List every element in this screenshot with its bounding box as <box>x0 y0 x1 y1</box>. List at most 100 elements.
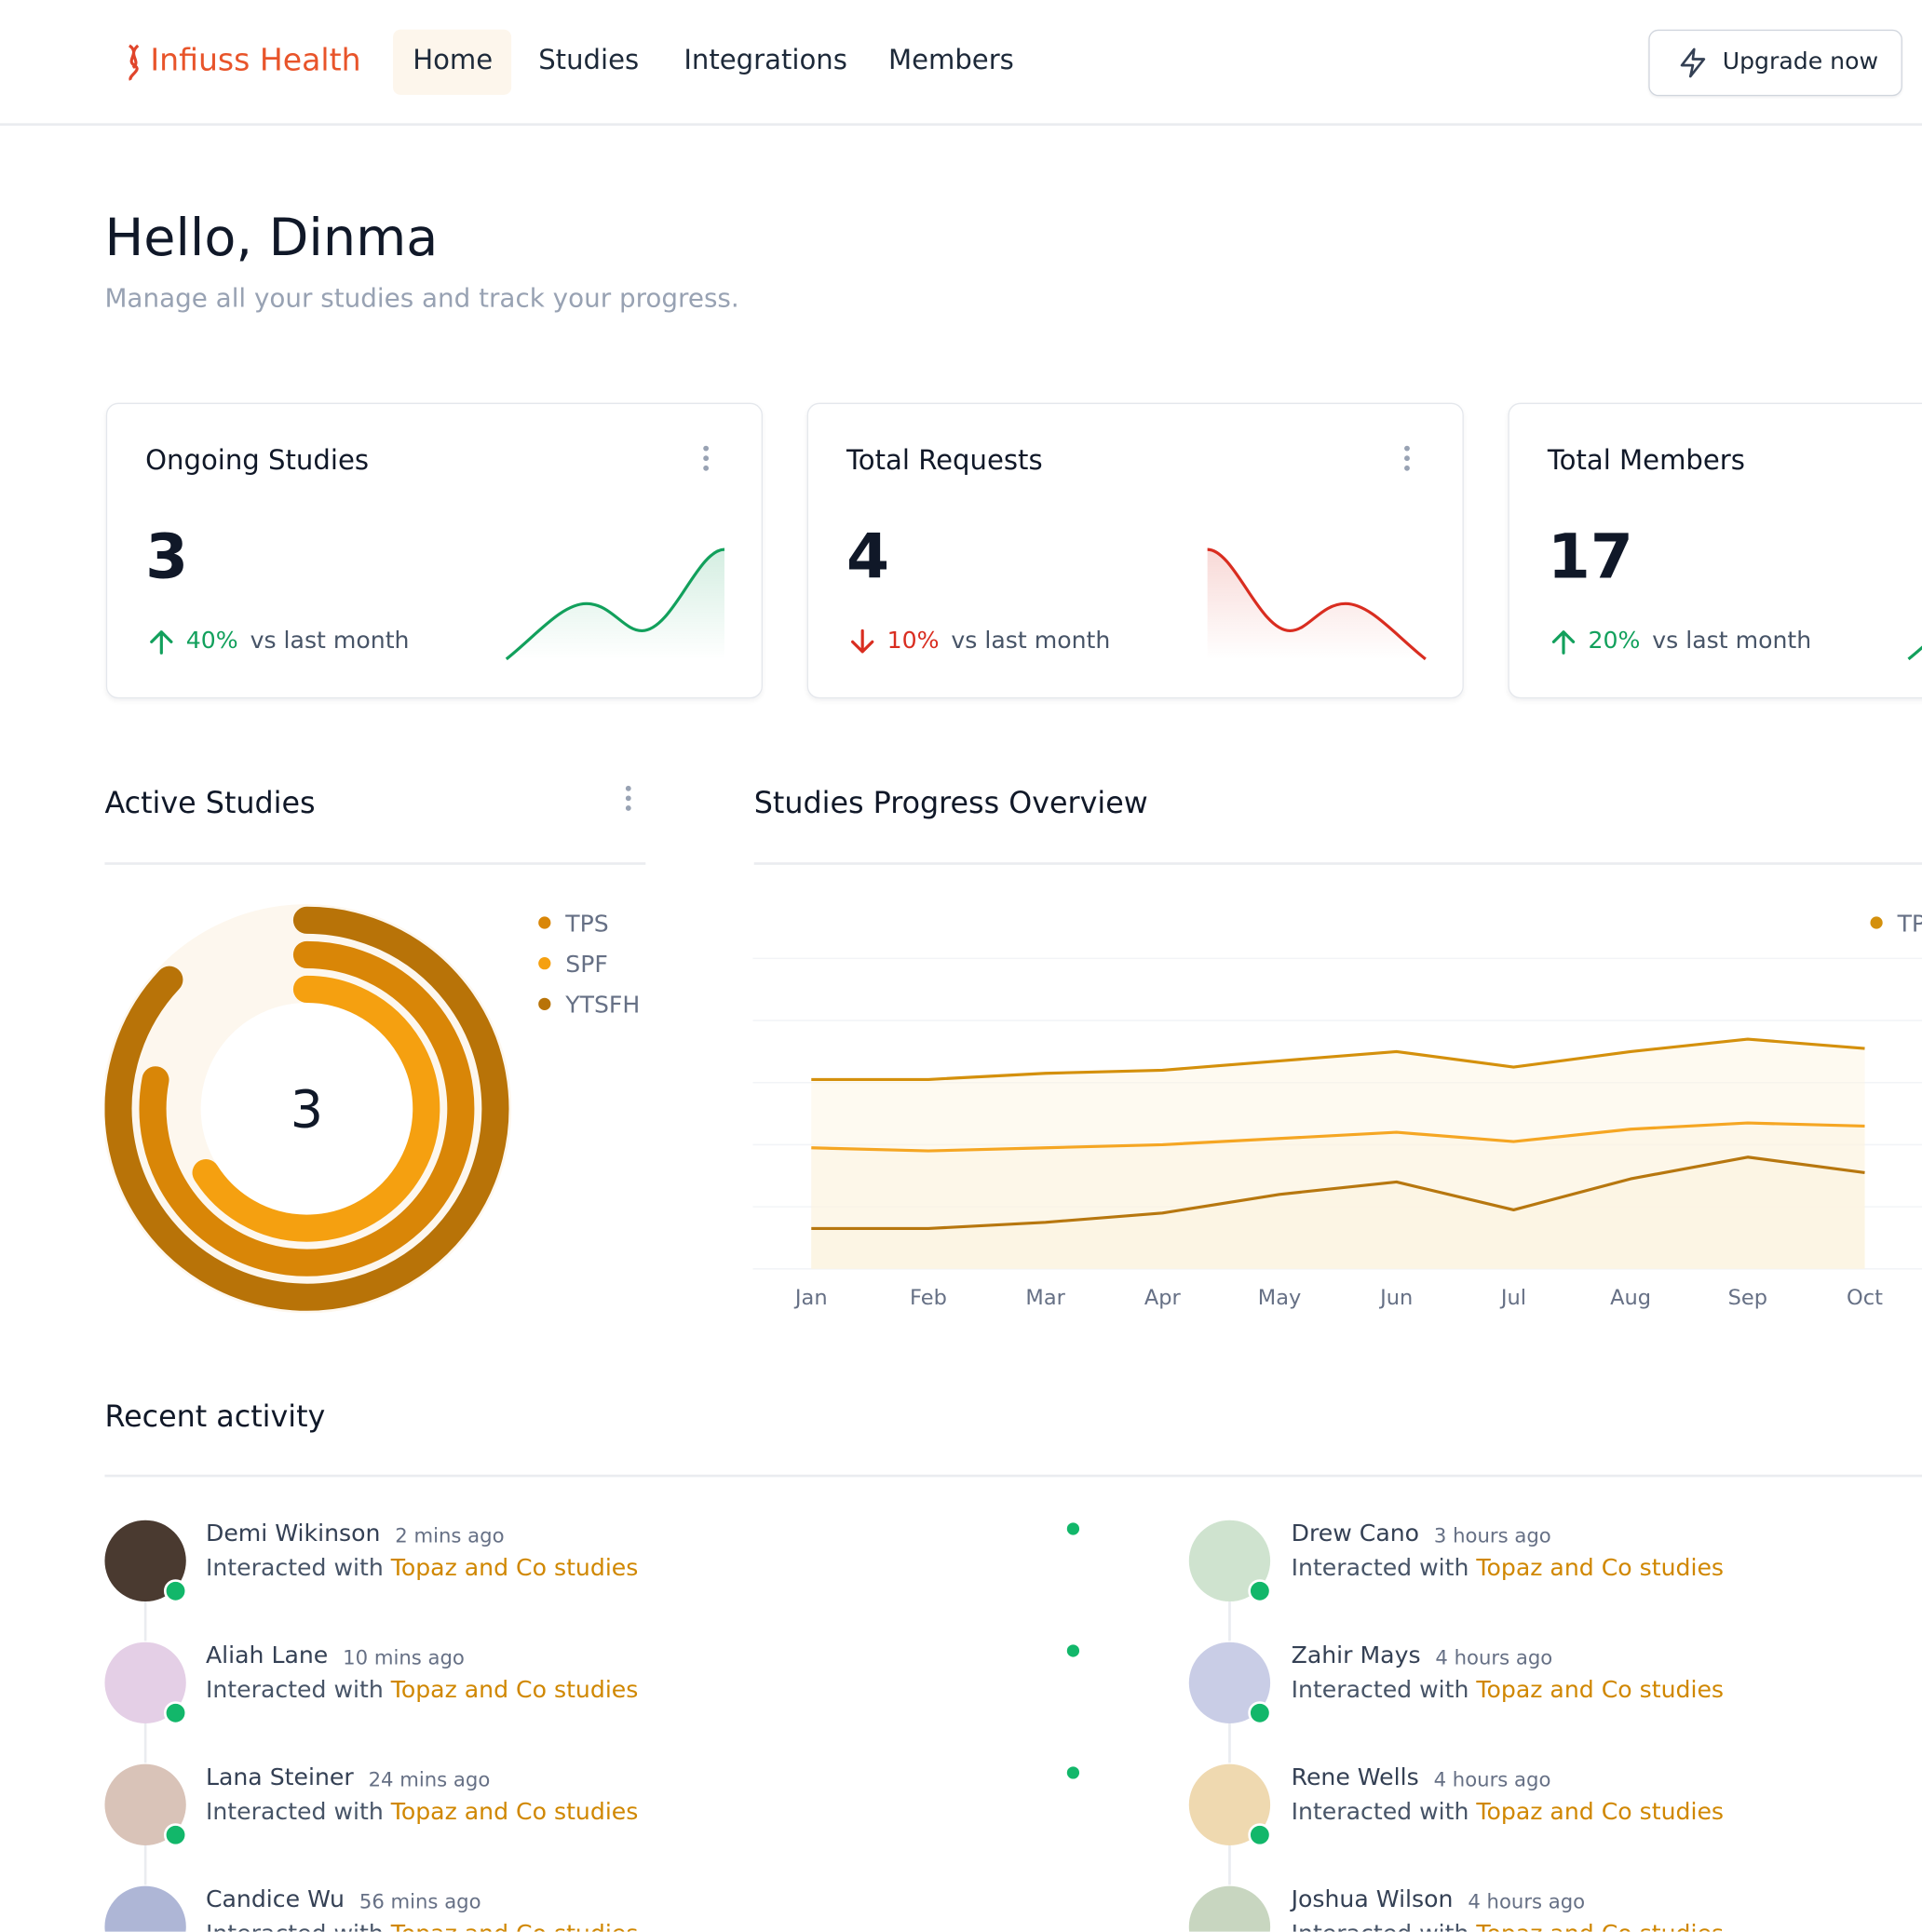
online-status <box>1248 1823 1272 1847</box>
legend-label: YTSFH <box>564 992 640 1019</box>
series-line <box>811 1155 1865 1231</box>
legend-dot <box>1870 916 1883 929</box>
nav-active-bg <box>393 29 512 95</box>
timeline-connector <box>143 1723 147 1763</box>
stat-card <box>806 402 1464 699</box>
menu-dot <box>703 465 710 471</box>
stat-note: vs last month <box>951 627 1111 655</box>
menu-dot <box>703 445 710 452</box>
menu-button[interactable] <box>697 443 715 475</box>
activity-name: Candice Wu <box>205 1885 345 1913</box>
menu-button[interactable] <box>1399 443 1416 475</box>
section-title: Recent activity <box>104 1399 326 1435</box>
nav-link[interactable]: Integrations <box>684 45 847 77</box>
logo: Infiuss Health <box>150 41 361 78</box>
nav-link[interactable]: Studies <box>538 45 640 77</box>
avatar <box>1188 1885 1271 1932</box>
activity-target[interactable]: Topaz and Co studies <box>1476 1798 1725 1826</box>
x-tick-label: Jun <box>1378 1286 1413 1310</box>
stat-value: 3 <box>145 520 189 593</box>
stat-title: Total Members <box>1547 445 1745 478</box>
stat-change: 40% <box>185 627 238 655</box>
activity-action: Interacted with <box>205 1676 384 1704</box>
activity-target[interactable]: Topaz and Co studies <box>390 1554 639 1582</box>
activity-target[interactable]: Topaz and Co studies <box>390 1676 639 1704</box>
activity-name: Demi Wikinson <box>205 1520 381 1547</box>
stat-change: 20% <box>1588 627 1641 655</box>
activity-target[interactable]: Topaz and Co studies <box>391 1921 639 1932</box>
activity-name: Aliah Lane <box>205 1642 329 1669</box>
timeline-connector <box>1228 1601 1231 1642</box>
x-tick-label: Mar <box>1025 1286 1065 1310</box>
stat-card <box>1508 402 1922 699</box>
activity-name: Lana Steiner <box>205 1763 354 1791</box>
timeline-connector <box>1228 1723 1231 1763</box>
activity-name: Joshua Wilson <box>1291 1885 1454 1913</box>
unread-dot <box>1066 1766 1080 1779</box>
page-title: Hello, Dinma <box>104 207 439 268</box>
legend-dot <box>538 997 551 1010</box>
sparkline <box>1207 547 1427 661</box>
timeline-connector <box>143 1845 147 1885</box>
activity-action: Interacted with <box>1291 1676 1469 1704</box>
online-status <box>1248 1701 1272 1725</box>
stat-note: vs last month <box>1652 627 1812 655</box>
x-tick-label: Jan <box>793 1286 828 1310</box>
menu-dot <box>1404 465 1410 471</box>
activity-target[interactable]: Topaz and Co studies <box>1476 1554 1725 1582</box>
arrow-path <box>1551 630 1576 655</box>
donut-center: 3 <box>291 1080 323 1141</box>
line-chart: JanFebMarAprMayJunJulAugSepOctTPSSPFYTSF… <box>752 910 1922 1310</box>
legend-label: SPF <box>565 951 608 978</box>
activity-action: Interacted with <box>1291 1798 1469 1826</box>
series-area <box>811 1123 1865 1269</box>
legend-dot <box>538 957 551 970</box>
activity-time: 24 mins ago <box>368 1767 491 1791</box>
page-subtitle: Manage all your studies and track your p… <box>104 283 739 314</box>
upgrade-button[interactable]: Upgrade now <box>1648 29 1902 97</box>
radial-bar <box>192 975 440 1242</box>
x-tick-label: Feb <box>910 1286 947 1310</box>
activity-target[interactable]: Topaz and Co studies <box>390 1798 639 1826</box>
menu-dot <box>703 455 710 462</box>
activity-target[interactable]: Topaz and Co studies <box>1476 1921 1724 1932</box>
x-tick-label: May <box>1258 1286 1301 1310</box>
activity-target[interactable]: Topaz and Co studies <box>1476 1676 1725 1704</box>
timeline-connector <box>143 1601 147 1642</box>
unread-dot <box>1066 1644 1080 1657</box>
nav-bar <box>0 0 1922 126</box>
x-tick-label: Jul <box>1499 1286 1526 1310</box>
donut-chart: TPS SPF YTSFH 3 <box>104 904 640 1314</box>
stat-value: 4 <box>846 520 890 593</box>
section-title: Studies Progress Overview <box>753 786 1148 821</box>
sparkline <box>505 547 725 661</box>
activity-time: 4 hours ago <box>1433 1767 1551 1791</box>
sparkline-line <box>1907 645 1922 661</box>
sparkline-area <box>1908 647 1922 659</box>
nav-link[interactable]: Home <box>413 45 494 77</box>
series-area <box>811 1156 1865 1269</box>
menu-button[interactable] <box>620 783 638 815</box>
sparkline-line <box>505 547 725 661</box>
trend-arrow <box>150 630 173 655</box>
sparkline-area <box>506 549 724 659</box>
menu-dot <box>1404 455 1410 462</box>
legend-label: TPS <box>564 910 608 937</box>
sparkline-line <box>1207 547 1427 661</box>
online-status <box>163 1701 188 1725</box>
series-line <box>811 1037 1865 1081</box>
stat-title: Total Requests <box>846 445 1043 478</box>
activity-time: 4 hours ago <box>1468 1889 1586 1913</box>
nav-link[interactable]: Members <box>887 45 1014 77</box>
stat-note: vs last month <box>250 627 410 655</box>
x-tick-label: Aug <box>1610 1286 1651 1310</box>
activity-action: Interacted with <box>205 1554 384 1582</box>
activity-action: Interacted with <box>205 1798 384 1826</box>
series-line <box>811 1121 1865 1153</box>
section-title: Active Studies <box>104 786 316 821</box>
stat-value: 17 <box>1547 520 1633 593</box>
stat-change: 10% <box>887 627 940 655</box>
stat-card <box>105 402 763 699</box>
